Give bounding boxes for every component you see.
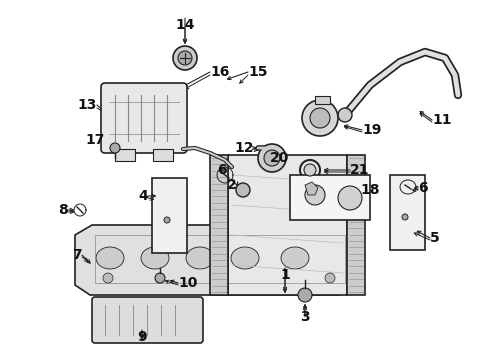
Text: 18: 18 xyxy=(359,183,379,197)
Circle shape xyxy=(302,100,337,136)
Circle shape xyxy=(304,164,315,176)
Bar xyxy=(289,175,369,220)
Polygon shape xyxy=(305,182,317,195)
Circle shape xyxy=(305,185,325,205)
Text: 16: 16 xyxy=(209,65,229,79)
Text: 10: 10 xyxy=(178,276,197,290)
Polygon shape xyxy=(75,225,354,295)
Circle shape xyxy=(264,150,280,166)
Bar xyxy=(152,178,186,253)
Text: 7: 7 xyxy=(72,248,82,262)
FancyBboxPatch shape xyxy=(101,83,186,153)
Circle shape xyxy=(155,273,164,283)
Text: 20: 20 xyxy=(269,151,289,165)
Bar xyxy=(346,155,364,295)
Bar xyxy=(314,96,329,104)
Circle shape xyxy=(173,46,197,70)
Text: 8: 8 xyxy=(58,203,68,217)
Ellipse shape xyxy=(281,247,308,269)
Circle shape xyxy=(178,51,192,65)
Bar xyxy=(115,149,135,161)
Text: 21: 21 xyxy=(349,163,369,177)
Text: 13: 13 xyxy=(78,98,97,112)
Text: 2: 2 xyxy=(227,178,237,192)
Text: 12: 12 xyxy=(234,141,253,155)
Text: 6: 6 xyxy=(417,181,427,195)
Ellipse shape xyxy=(185,247,214,269)
Text: 5: 5 xyxy=(429,231,439,245)
Circle shape xyxy=(236,183,249,197)
Circle shape xyxy=(110,143,120,153)
Circle shape xyxy=(309,108,329,128)
Circle shape xyxy=(401,214,407,220)
Text: 17: 17 xyxy=(85,133,105,147)
Text: 14: 14 xyxy=(175,18,194,32)
Circle shape xyxy=(337,186,361,210)
Circle shape xyxy=(297,288,311,302)
Bar xyxy=(153,149,173,161)
Text: 1: 1 xyxy=(280,268,289,282)
Circle shape xyxy=(163,217,170,223)
Circle shape xyxy=(337,108,351,122)
Circle shape xyxy=(103,273,113,283)
Text: 9: 9 xyxy=(137,330,146,344)
Ellipse shape xyxy=(230,247,259,269)
Ellipse shape xyxy=(141,247,169,269)
Bar xyxy=(389,175,424,250)
Bar xyxy=(95,235,345,283)
Circle shape xyxy=(325,273,334,283)
Text: 11: 11 xyxy=(431,113,450,127)
Ellipse shape xyxy=(96,247,124,269)
Text: 19: 19 xyxy=(361,123,381,137)
Bar xyxy=(209,155,227,295)
Circle shape xyxy=(258,144,285,172)
Bar xyxy=(227,155,346,295)
Text: 6: 6 xyxy=(217,163,226,177)
FancyBboxPatch shape xyxy=(92,297,203,343)
Text: 3: 3 xyxy=(300,310,309,324)
Text: 4: 4 xyxy=(138,189,148,203)
Text: 15: 15 xyxy=(247,65,267,79)
